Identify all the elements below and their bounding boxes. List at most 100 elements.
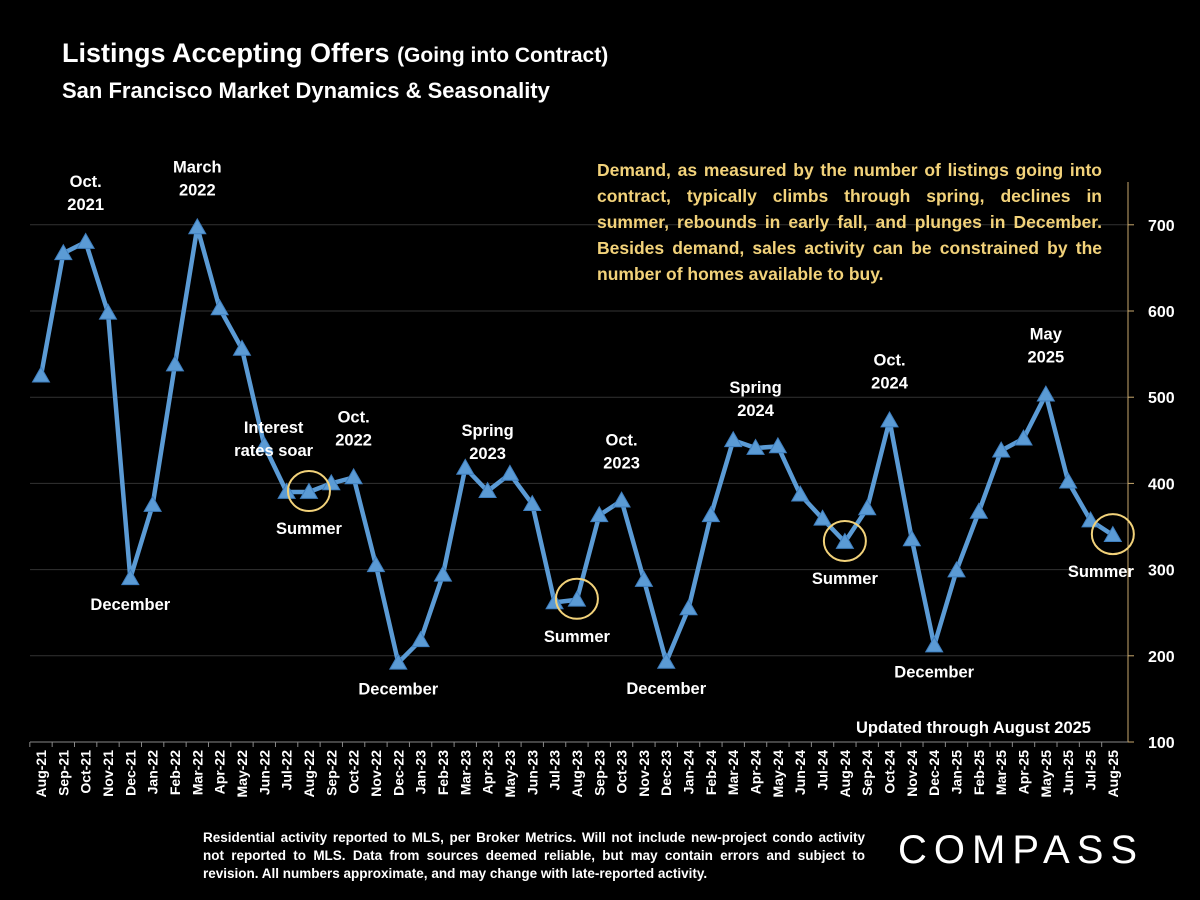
summer-highlight-circle: [286, 470, 331, 513]
data-point-marker: [746, 438, 765, 455]
data-point-marker: [277, 482, 296, 499]
x-tick-label: Aug-21: [33, 750, 49, 798]
x-tick-label: Mar-23: [457, 750, 473, 795]
annotation-label: 2023: [603, 455, 640, 473]
summer-highlight-circle: [822, 520, 867, 563]
y-tick-labels: 100 200 300 400 500 600 700: [1148, 218, 1175, 752]
y-tick-label: 600: [1148, 304, 1175, 321]
x-tick-label: Aug-25: [1105, 750, 1121, 798]
x-tick-label: Sep-22: [323, 750, 339, 796]
annotation-label: Summer: [544, 628, 611, 646]
x-tick-label: Jan-22: [145, 750, 161, 795]
annotation-label: Interest: [244, 419, 304, 437]
x-tick-label: Oct-22: [346, 750, 362, 794]
data-point-marker: [76, 232, 96, 249]
x-tick-label: Jun-23: [524, 750, 540, 795]
footnote: Residential activity reported to MLS, pe…: [203, 830, 865, 881]
axes: [29, 182, 1134, 747]
x-tick-label: Jul-24: [815, 750, 831, 791]
y-tick-label: 400: [1148, 476, 1175, 493]
x-tick-label: Sep-23: [591, 750, 607, 796]
data-point-marker: [120, 568, 140, 586]
data-point-marker: [500, 464, 520, 481]
annotation-label: Spring: [729, 379, 781, 397]
summer-highlight-circle: [1090, 513, 1135, 556]
y-tick-label: 300: [1148, 563, 1175, 580]
x-tick-label: Nov-23: [636, 750, 652, 797]
annotation-label: 2024: [871, 374, 909, 392]
data-point-marker: [232, 339, 252, 356]
x-tick-label: May-23: [502, 750, 518, 798]
x-tick-label: Sep-24: [859, 750, 875, 796]
x-tick-labels: Aug-21 Sep-21 Oct-21 Nov-21 Dec-21 Jan-22 Feb-…: [33, 750, 1121, 798]
data-point-marker: [880, 410, 899, 428]
data-point-marker: [902, 529, 922, 547]
annotation-label: Oct.: [338, 408, 370, 426]
chart-title-suffix: (Going into Contract): [397, 44, 609, 67]
data-point-marker: [478, 481, 497, 499]
x-tick-label: Mar-25: [993, 750, 1009, 795]
x-tick-label: Apr-22: [212, 750, 228, 795]
data-point-marker: [344, 467, 363, 485]
annotation-label: Oct.: [70, 173, 102, 191]
data-point-marker: [299, 482, 319, 499]
x-tick-label: Jun-22: [256, 750, 272, 795]
annotation-label: December: [626, 680, 706, 698]
annotation-label: 2024: [737, 402, 775, 420]
x-tick-label: Jul-23: [547, 750, 563, 791]
annotation-label: December: [90, 596, 170, 614]
data-point-marker: [857, 498, 877, 516]
data-point-marker: [589, 505, 609, 523]
data-point-marker: [679, 598, 698, 616]
x-tick-label: Jul-22: [279, 750, 295, 791]
x-tick-label: Jul-25: [1083, 750, 1099, 791]
compass-logo: COMPASS: [898, 828, 1145, 872]
data-point-marker: [1058, 472, 1078, 489]
data-point-marker: [411, 630, 430, 648]
x-tick-label: Dec-24: [926, 750, 942, 796]
x-tick-label: Sep-21: [55, 750, 71, 796]
annotation-label: Spring: [461, 422, 513, 440]
data-point-marker: [790, 485, 810, 502]
data-point-marker: [947, 560, 966, 578]
data-point-marker: [634, 570, 654, 587]
x-tick-label: Aug-23: [569, 750, 585, 798]
annotation-label: Oct.: [606, 432, 638, 450]
data-point-marker: [187, 217, 207, 235]
x-tick-label: Feb-22: [167, 750, 183, 795]
annotation-label: March: [173, 158, 222, 176]
y-tick-label: 700: [1148, 218, 1175, 235]
markers-layer: [31, 217, 1123, 670]
data-point-marker: [545, 592, 564, 610]
data-point-marker: [143, 495, 163, 512]
data-point-marker: [53, 243, 73, 261]
chart-title: Listings Accepting Offers (Going into Co…: [62, 38, 608, 69]
data-point-marker: [924, 635, 944, 653]
x-tick-label: Dec-21: [122, 750, 138, 796]
annotation-label: May: [1030, 326, 1063, 344]
data-point-marker: [656, 652, 676, 669]
x-tick-label: Nov-24: [904, 750, 920, 797]
x-tick-label: Jan-24: [681, 750, 697, 795]
chart-subtitle: San Francisco Market Dynamics & Seasonal…: [62, 78, 550, 103]
annotation-label: Oct.: [873, 351, 905, 369]
annotation-label: Summer: [276, 520, 343, 538]
y-tick-label: 500: [1148, 390, 1175, 407]
x-tick-label: Nov-21: [100, 750, 116, 797]
annotation-label: December: [358, 681, 438, 699]
explanatory-note: Demand, as measured by the number of lis…: [597, 160, 1102, 284]
x-tick-label: May-25: [1038, 750, 1054, 798]
data-point-marker: [567, 590, 587, 607]
x-tick-label: Apr-25: [1016, 750, 1032, 795]
data-point-marker: [813, 509, 832, 526]
data-point-marker: [210, 298, 230, 316]
x-tick-label: Oct-23: [614, 750, 630, 794]
annotation-label: December: [894, 663, 974, 681]
x-tick-label: Aug-22: [301, 750, 317, 798]
annotation-label: 2023: [469, 445, 506, 463]
y-tick-label: 200: [1148, 649, 1175, 666]
x-tick-label: Mar-22: [189, 750, 205, 795]
x-tick-label: Jun-24: [792, 750, 808, 795]
x-tick-label: May-24: [770, 750, 786, 798]
